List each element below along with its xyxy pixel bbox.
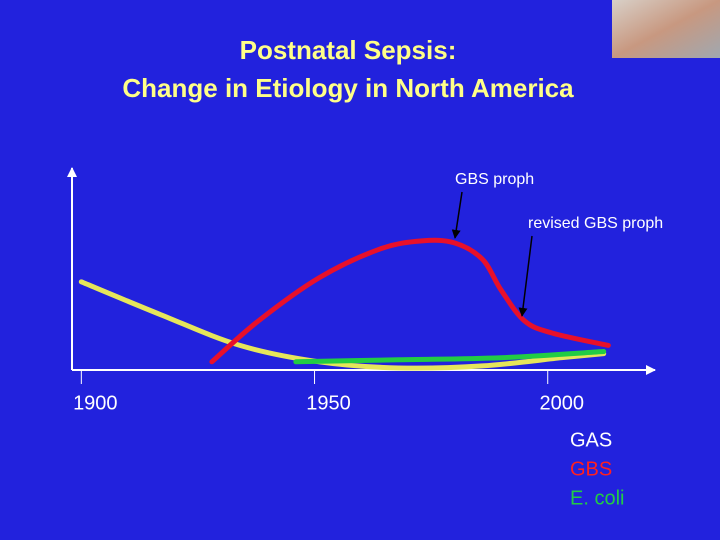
x-tick-label: 1950	[306, 392, 351, 414]
x-tick-label: 2000	[539, 392, 584, 414]
annotation-arrow	[451, 191, 463, 239]
legend-label: GBS	[570, 458, 612, 480]
series-line	[78, 279, 607, 371]
baby-photo	[612, 0, 720, 58]
legend-label: E. coli	[570, 487, 624, 509]
series-line	[293, 349, 607, 365]
series-line	[209, 237, 611, 365]
annotation-arrow	[518, 235, 533, 317]
title-line: Postnatal Sepsis:	[240, 35, 457, 65]
x-tick-label: 1900	[73, 392, 118, 414]
annotation: GBS proph	[455, 171, 534, 188]
annotation: revised GBS proph	[528, 215, 663, 232]
title-line: Change in Etiology in North America	[122, 73, 574, 103]
legend-label: GAS	[570, 429, 612, 451]
